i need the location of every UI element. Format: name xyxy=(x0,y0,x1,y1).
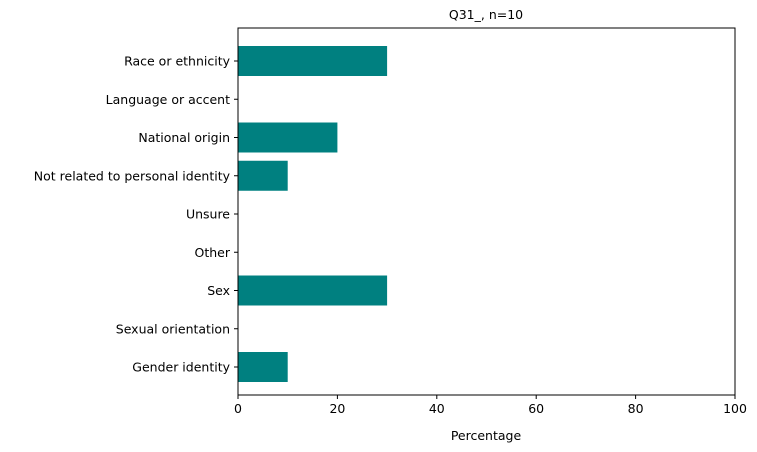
bar-national-origin xyxy=(238,122,338,153)
y-axis: Race or ethnicity Language or accent Natio… xyxy=(34,54,238,375)
x-tick-label: 80 xyxy=(628,401,644,416)
bar-gender-identity xyxy=(238,352,288,382)
plot-frame xyxy=(237,27,736,396)
y-tick-label: National origin xyxy=(138,130,230,145)
x-tick-label: 100 xyxy=(723,401,747,416)
y-tick-label: Sex xyxy=(207,283,230,298)
y-tick-label: Other xyxy=(195,245,231,260)
y-tick-label: Not related to personal identity xyxy=(34,168,231,183)
x-tick-label: 20 xyxy=(329,401,345,416)
y-tick-label: Language or accent xyxy=(106,92,230,107)
bar-not-related-to-personal-identity xyxy=(238,160,288,191)
x-tick-label: 0 xyxy=(234,401,242,416)
chart-title: Q31_, n=10 xyxy=(449,7,523,22)
bar-sex xyxy=(238,275,388,306)
y-tick-label: Sexual orientation xyxy=(116,321,230,336)
x-axis-title: Percentage xyxy=(451,428,522,443)
x-tick-label: 60 xyxy=(528,401,544,416)
bar-race-or-ethnicity xyxy=(238,46,388,76)
x-tick-label: 40 xyxy=(429,401,445,416)
y-tick-label: Unsure xyxy=(186,207,230,222)
bars-layer xyxy=(238,46,388,382)
y-tick-label: Race or ethnicity xyxy=(124,54,231,69)
y-tick-label: Gender identity xyxy=(132,360,230,375)
x-axis: 0 20 40 60 80 100 xyxy=(234,395,747,416)
